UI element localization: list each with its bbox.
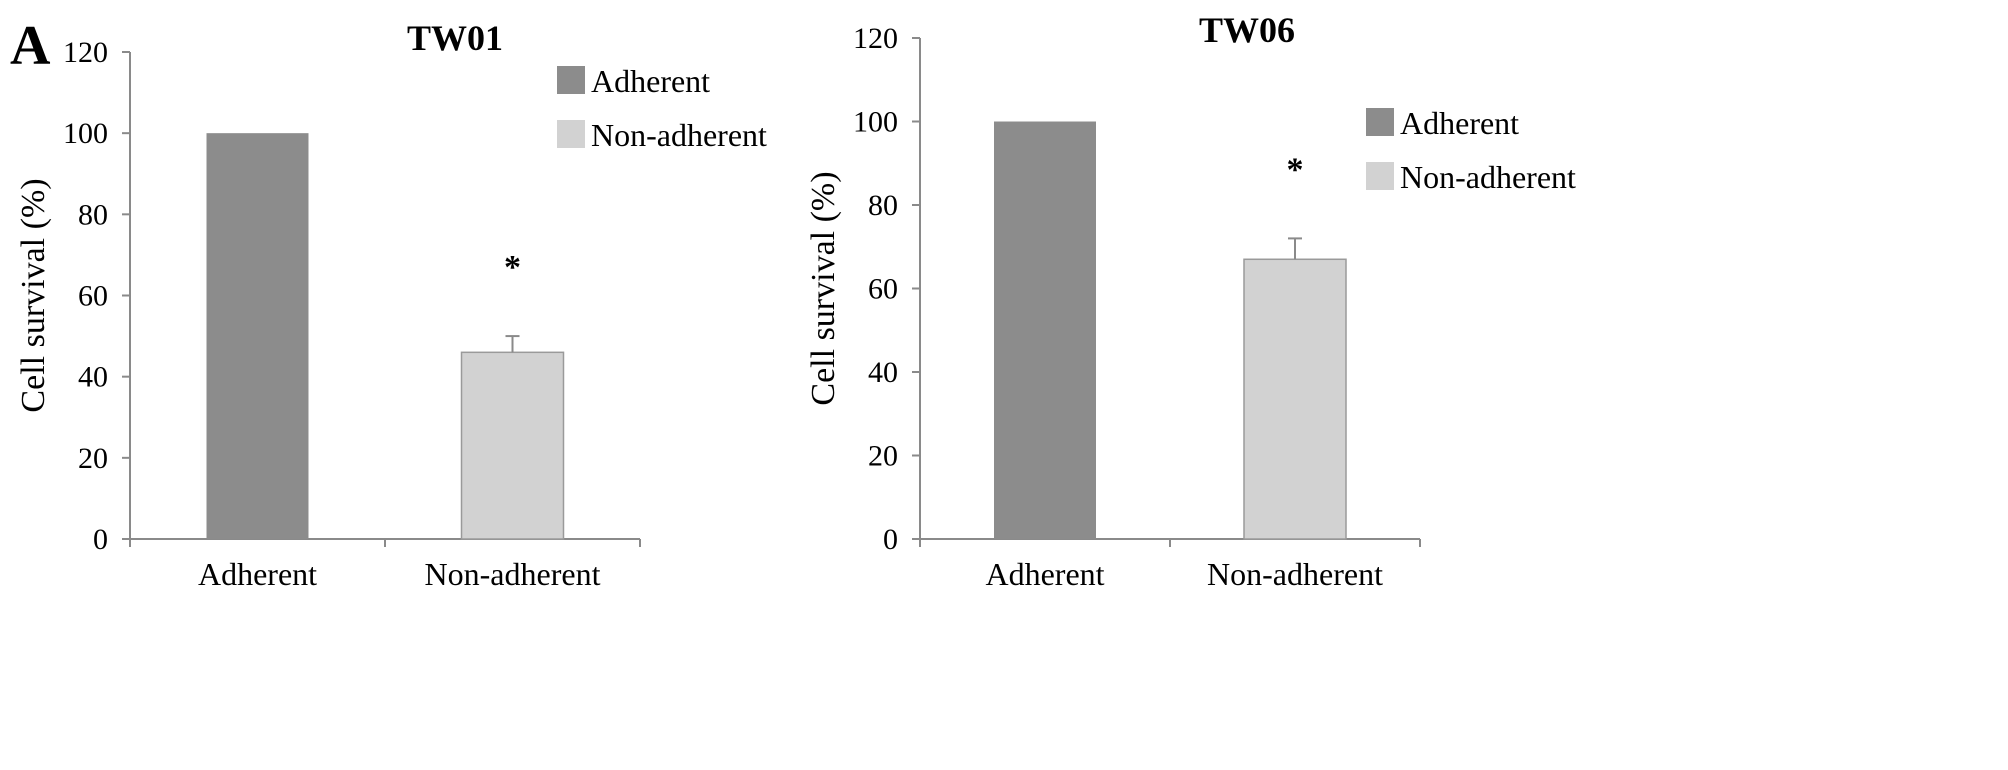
x-tick-label-non-adherent: Non-adherent <box>425 556 601 592</box>
y-tick-label: 60 <box>78 280 108 313</box>
y-tick-label: 80 <box>78 198 108 231</box>
legend-label-non-adherent: Non-adherent <box>1400 159 1576 195</box>
y-tick-label: 100 <box>853 106 898 139</box>
legend-label-non-adherent: Non-adherent <box>591 117 767 153</box>
y-axis-title: Cell survival (%) <box>15 178 52 412</box>
x-tick-label-adherent: Adherent <box>198 556 317 592</box>
legend-swatch-adherent <box>557 66 585 94</box>
y-tick-label: 40 <box>868 356 898 389</box>
panel-label: A <box>10 15 51 77</box>
x-tick-label-non-adherent: Non-adherent <box>1207 556 1383 592</box>
chart-tw06: TW06 Cell survival (%) 0 20 40 60 80 100 120 Adhe… <box>805 10 1576 592</box>
y-axis-title: Cell survival (%) <box>805 171 842 405</box>
x-tick-label-adherent: Adherent <box>985 556 1104 592</box>
chart-tw01: TW01 Cell survival (%) 0 20 40 60 80 100 120 Adhe… <box>15 18 767 592</box>
bar-non-adherent <box>1243 258 1347 540</box>
y-tick-label: 20 <box>78 442 108 475</box>
y-tick-label: 100 <box>63 117 108 150</box>
chart-title: TW01 <box>407 18 503 58</box>
y-tick-label: 120 <box>63 36 108 69</box>
bar-adherent <box>994 121 1096 539</box>
y-tick-label: 0 <box>93 523 108 556</box>
legend-swatch-non-adherent <box>1366 162 1394 190</box>
legend-swatch-non-adherent <box>557 120 585 148</box>
legend-label-adherent: Adherent <box>1400 105 1519 141</box>
y-tick-label: 40 <box>78 361 108 394</box>
legend-label-adherent: Adherent <box>591 63 710 99</box>
y-tick-label: 80 <box>868 189 898 222</box>
y-tick-label: 20 <box>868 440 898 473</box>
y-tick-label: 60 <box>868 273 898 306</box>
y-tick-label: 120 <box>853 22 898 55</box>
chart-title: TW06 <box>1199 10 1295 50</box>
bar-non-adherent <box>460 351 565 540</box>
significance-marker: * <box>1287 151 1304 188</box>
legend-swatch-adherent <box>1366 108 1394 136</box>
bar-adherent <box>206 133 309 539</box>
significance-marker: * <box>504 249 521 286</box>
y-tick-label: 0 <box>883 523 898 556</box>
